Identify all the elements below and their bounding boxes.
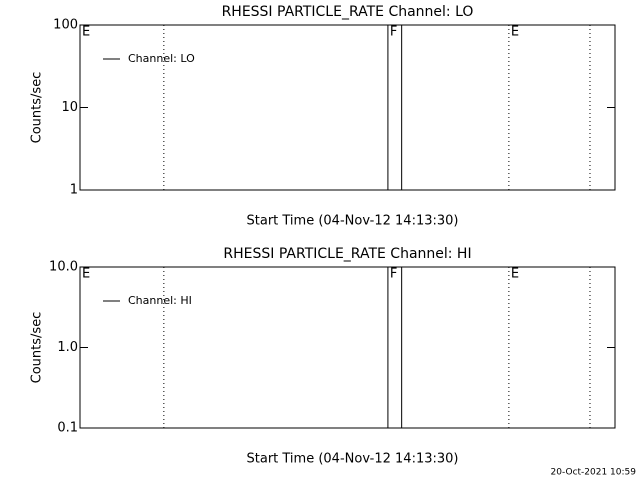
- y-tick-label: 100: [53, 18, 78, 33]
- marker-label: E: [511, 267, 519, 282]
- y-tick-label: 0.1: [57, 421, 78, 436]
- y-tick-label: 1.0: [57, 340, 78, 355]
- plot-frame: [79, 266, 616, 429]
- chart-title: RHESSI PARTICLE_RATE Channel: HI: [223, 246, 471, 262]
- y-axis-title: Counts/sec: [30, 312, 45, 384]
- x-axis-title: Start Time (04-Nov-12 14:13:30): [247, 452, 459, 467]
- marker-label: F: [390, 25, 397, 40]
- y-axis-title: Counts/sec: [30, 72, 45, 144]
- marker-label: E: [511, 25, 519, 40]
- legend-label: Channel: HI: [128, 294, 192, 307]
- x-axis-title: Start Time (04-Nov-12 14:13:30): [247, 214, 459, 229]
- marker-label: E: [82, 267, 90, 282]
- y-tick-label: 10: [61, 100, 78, 115]
- timestamp: 20-Oct-2021 10:59: [551, 468, 637, 478]
- marker-label: E: [82, 25, 90, 40]
- y-tick-label: 1: [70, 183, 78, 198]
- legend-label: Channel: LO: [128, 52, 195, 65]
- plot-frame: [79, 24, 616, 191]
- chart-title: RHESSI PARTICLE_RATE Channel: LO: [222, 4, 474, 20]
- y-tick-label: 10.0: [49, 260, 78, 275]
- marker-label: F: [390, 267, 397, 282]
